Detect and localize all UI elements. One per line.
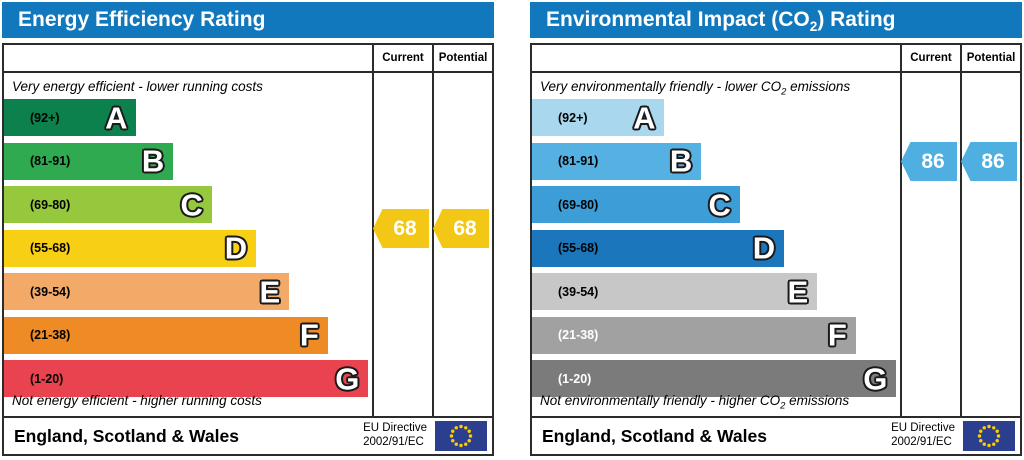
band-range-label: (81-91)	[558, 154, 599, 168]
potential-column-header: Potential	[432, 45, 492, 71]
rating-scale-area: Very environmentally friendly - lower CO…	[532, 73, 900, 416]
band-range-label: (69-80)	[558, 197, 599, 212]
band-b: (81-91) B	[4, 142, 174, 180]
band-f: (21-38) F	[4, 316, 328, 354]
chart-footer: England, Scotland & Wales EU Directive 2…	[532, 416, 1020, 454]
band-range-label: (21-38)	[30, 328, 71, 342]
potential-value-column: 86	[960, 73, 1020, 416]
energy-efficiency-title: Energy Efficiency Rating	[2, 2, 494, 38]
band-letter: F	[299, 317, 319, 353]
eu-directive-line2: 2002/91/EC	[363, 436, 424, 448]
band-range-label: (69-80)	[30, 197, 71, 212]
band-f: (21-38) F	[532, 316, 856, 354]
band-letter: G	[863, 361, 888, 396]
band-c: (69-80) C	[532, 186, 740, 223]
caption-subscript: 2	[780, 401, 786, 412]
current-value-column: 86	[900, 73, 960, 416]
band-letter: E	[259, 274, 281, 309]
caption-subscript: 2	[781, 86, 787, 98]
potential-column-header: Potential	[960, 45, 1020, 71]
columns-header: Current Potential	[4, 45, 492, 73]
current-value-column: 68	[372, 73, 432, 416]
band-letter: D	[752, 230, 776, 266]
band-range-label: (39-54)	[558, 284, 599, 299]
eu-flag-icon	[963, 421, 1015, 451]
title-text: ) Rating	[817, 8, 896, 31]
band-e: (39-54) E	[4, 273, 290, 310]
environmental-impact-chart: Environmental Impact (CO2) Rating Curren…	[530, 2, 1022, 456]
band-e: (39-54) E	[532, 273, 818, 310]
band-letter: C	[180, 187, 203, 222]
band-d: (55-68) D	[532, 229, 785, 267]
energy-efficiency-table: Current Potential Very energy efficient …	[2, 43, 494, 456]
potential-value-column: 68	[432, 73, 492, 416]
columns-header-spacer	[532, 45, 900, 71]
region-label: England, Scotland & Wales	[14, 425, 239, 446]
band-range-label: (92+)	[558, 110, 588, 125]
title-text: Environmental Impact (CO	[546, 8, 810, 31]
band-letter: A	[633, 100, 656, 135]
band-letter: B	[669, 143, 693, 179]
band-range-label: (92+)	[30, 110, 60, 125]
caption-text: emissions	[785, 393, 850, 409]
band-letter: D	[224, 230, 248, 266]
band-letter: C	[708, 187, 731, 222]
top-caption: Very energy efficient - lower running co…	[4, 73, 372, 99]
table-body: Very environmentally friendly - lower CO…	[532, 73, 1020, 416]
energy-efficiency-chart: Energy Efficiency Rating Current Potenti…	[2, 2, 494, 456]
band-b: (81-91) B	[532, 142, 702, 180]
current-rating-arrow: 68	[373, 209, 429, 248]
potential-rating-arrow: 86	[961, 142, 1017, 181]
environmental-impact-table: Current Potential Very environmentally f…	[530, 43, 1022, 456]
band-c: (69-80) C	[4, 186, 212, 223]
eu-directive-line1: EU Directive	[891, 422, 955, 435]
eu-directive-label: EU Directive 2002/91/EC	[363, 422, 427, 450]
title-subscript: 2	[809, 19, 818, 35]
band-range-label: (1-20)	[30, 371, 64, 386]
band-range-label: (21-38)	[558, 328, 599, 342]
chart-footer: England, Scotland & Wales EU Directive 2…	[4, 416, 492, 454]
band-letter: E	[787, 274, 809, 309]
eu-flag-icon	[435, 421, 487, 451]
band-letter: G	[335, 361, 360, 396]
table-body: Very energy efficient - lower running co…	[4, 73, 492, 416]
current-column-header: Current	[372, 45, 432, 71]
caption-text: emissions	[786, 79, 851, 94]
environmental-impact-title: Environmental Impact (CO2) Rating	[530, 2, 1022, 38]
band-range-label: (55-68)	[30, 241, 71, 255]
rating-scale-area: Very energy efficient - lower running co…	[4, 73, 372, 416]
band-d: (55-68) D	[4, 229, 257, 267]
current-column-header: Current	[900, 45, 960, 71]
eu-directive-line2: 2002/91/EC	[891, 436, 952, 448]
caption-text: Not energy efficient - higher running co…	[12, 393, 262, 409]
title-text: Energy Efficiency Rating	[18, 8, 266, 31]
columns-header: Current Potential	[532, 45, 1020, 73]
band-range-label: (1-20)	[558, 371, 592, 386]
band-g: (1-20) G	[4, 360, 369, 397]
bottom-caption: Not energy efficient - higher running co…	[12, 393, 262, 412]
columns-header-spacer	[4, 45, 372, 71]
band-letter: B	[141, 143, 165, 179]
band-a: (92+) A	[4, 99, 137, 136]
bottom-caption: Not environmentally friendly - higher CO…	[540, 393, 849, 412]
band-letter: F	[827, 317, 847, 353]
caption-text: Very energy efficient - lower running co…	[12, 79, 263, 94]
region-label: England, Scotland & Wales	[542, 425, 767, 446]
band-range-label: (55-68)	[558, 241, 599, 255]
caption-text: Very environmentally friendly - lower CO	[540, 79, 782, 94]
band-range-label: (39-54)	[30, 284, 71, 299]
potential-rating-arrow: 68	[433, 209, 489, 248]
current-rating-arrow: 86	[901, 142, 957, 181]
band-g: (1-20) G	[532, 360, 897, 397]
band-range-label: (81-91)	[30, 154, 71, 168]
top-caption: Very environmentally friendly - lower CO…	[532, 73, 900, 99]
eu-directive-label: EU Directive 2002/91/EC	[891, 422, 955, 450]
eu-directive-line1: EU Directive	[363, 422, 427, 435]
band-a: (92+) A	[532, 99, 665, 136]
caption-text: Not environmentally friendly - higher CO	[540, 393, 781, 409]
band-letter: A	[105, 100, 128, 135]
